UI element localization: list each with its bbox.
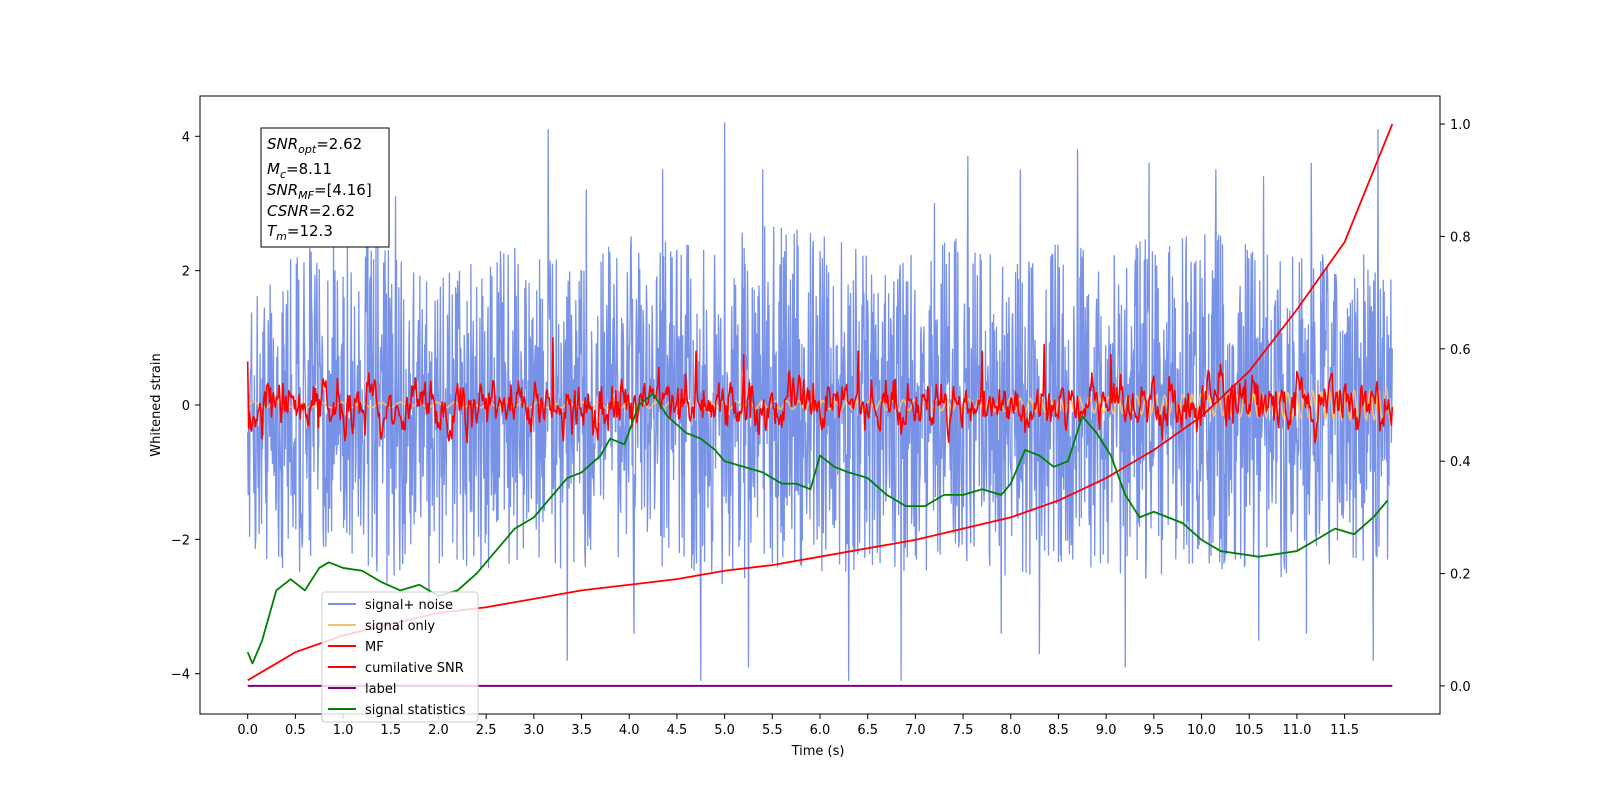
- legend-label: signal+ noise: [365, 598, 453, 613]
- series-mf: [246, 337, 1394, 444]
- legend-frame: [321, 591, 479, 723]
- x-tick-label: 0.0: [237, 723, 258, 738]
- y2-tick-label: 0.8: [1450, 230, 1471, 245]
- y-tick-label: −4: [171, 668, 190, 683]
- annotation-snr-mf: SNRMF=[4.16]: [267, 181, 372, 202]
- x-tick-label: 8.0: [1000, 723, 1021, 738]
- y-tick-label: −2: [171, 533, 190, 548]
- y2-tick-label: 1.0: [1450, 118, 1471, 133]
- x-tick-label: 4.0: [619, 723, 640, 738]
- legend-label: MF: [365, 640, 384, 655]
- legend-label: label: [365, 682, 396, 697]
- x-tick-label: 5.0: [714, 723, 735, 738]
- legend: signal+ noise signal only MF cumilative SNR…: [321, 591, 479, 723]
- annotation-tm: Tm=12.3: [267, 222, 333, 243]
- x-tick-label: 9.5: [1144, 723, 1165, 738]
- y2-tick-label: 0.4: [1450, 455, 1471, 470]
- legend-label: cumilative SNR: [365, 661, 464, 676]
- x-tick-label: 11.0: [1282, 723, 1311, 738]
- annotation-csnr: CSNR=2.62: [267, 202, 355, 220]
- x-tick-label: 6.0: [810, 723, 831, 738]
- x-axis: 0.0 0.5 1.0 1.5 2.0 2.5 3.0 3.5 4.0 4.5 5.0 5.5 6.0 6…: [237, 714, 1359, 738]
- annotation-snr-opt: SNRopt=2.62: [267, 135, 362, 156]
- annotation-mc: Mc=8.11: [267, 160, 332, 181]
- x-axis-label: Time (s): [791, 744, 845, 759]
- y2-tick-label: 0.0: [1450, 680, 1471, 695]
- x-tick-label: 0.5: [285, 723, 306, 738]
- x-tick-label: 1.0: [333, 723, 354, 738]
- legend-label: signal only: [365, 619, 435, 634]
- y-axis-label: Whitened strain: [149, 353, 164, 456]
- x-tick-label: 1.5: [380, 723, 401, 738]
- x-tick-label: 2.0: [428, 723, 449, 738]
- y-tick-label: 0: [182, 399, 190, 414]
- annotation-box: SNRopt=2.62 Mc=8.11 SNRMF=[4.16] CSNR=2.…: [260, 127, 390, 248]
- y-tick-label: 2: [182, 265, 190, 280]
- series-signal-statistics: [246, 392, 1389, 665]
- series-signal-noise: [247, 122, 1393, 682]
- y2-tick-label: 0.2: [1450, 568, 1471, 583]
- y-axis-right: 0.0 0.2 0.4 0.6 0.8 1.0: [1440, 118, 1471, 695]
- x-tick-label: 3.5: [571, 723, 592, 738]
- x-tick-label: 7.0: [905, 723, 926, 738]
- x-tick-label: 10.0: [1187, 723, 1216, 738]
- x-tick-label: 9.0: [1096, 723, 1117, 738]
- x-tick-label: 10.5: [1235, 723, 1264, 738]
- y-axis-left: 4 2 0 −2 −4: [171, 130, 200, 683]
- x-tick-label: 5.5: [762, 723, 783, 738]
- x-tick-label: 4.5: [667, 723, 688, 738]
- x-tick-label: 8.5: [1048, 723, 1069, 738]
- x-tick-label: 6.5: [857, 723, 878, 738]
- x-tick-label: 3.0: [524, 723, 545, 738]
- y-tick-label: 4: [182, 130, 190, 145]
- x-tick-label: 7.5: [953, 723, 974, 738]
- x-tick-label: 2.5: [476, 723, 497, 738]
- x-tick-label: 11.5: [1330, 723, 1359, 738]
- legend-label: signal statistics: [365, 703, 466, 718]
- y2-tick-label: 0.6: [1450, 343, 1471, 358]
